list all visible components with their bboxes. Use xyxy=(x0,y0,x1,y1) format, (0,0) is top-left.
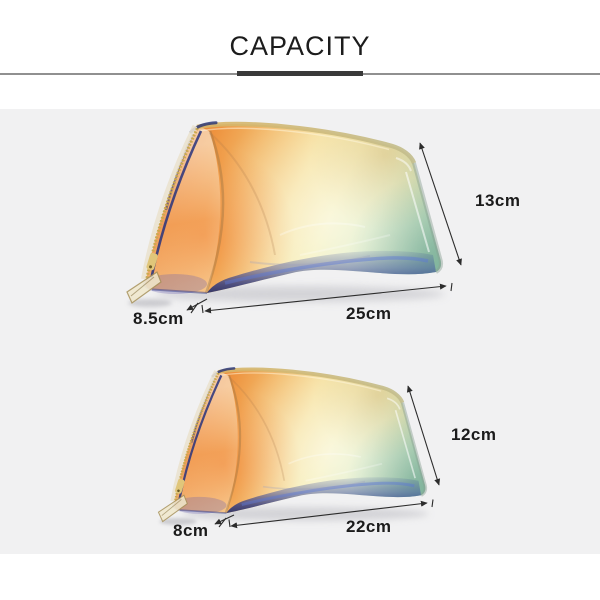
bags-illustration xyxy=(0,109,462,529)
large-bag-height-dimension-line xyxy=(419,142,462,266)
dimension-lines xyxy=(186,142,462,529)
small-bag-image xyxy=(158,368,428,525)
large-bag-depth-label: 8.5cm xyxy=(133,309,184,328)
large-bag-height-label: 13cm xyxy=(475,191,521,210)
small-bag-depth-dimension-line xyxy=(214,514,235,528)
page-title: CAPACITY xyxy=(229,31,371,61)
small-bag-width-dimension-line xyxy=(230,499,434,529)
large-bag-depth-dimension-line xyxy=(186,298,208,314)
small-bag-height-label: 12cm xyxy=(451,425,497,444)
small-bag-depth-label: 8cm xyxy=(173,521,209,540)
small-bag-width-label: 22cm xyxy=(346,517,392,536)
large-bag-width-label: 25cm xyxy=(346,304,392,323)
large-bag-width-dimension-line xyxy=(204,282,453,314)
small-bag-height-dimension-line xyxy=(406,385,441,486)
header-accent-bar xyxy=(237,71,363,76)
large-bag-image xyxy=(127,123,445,307)
